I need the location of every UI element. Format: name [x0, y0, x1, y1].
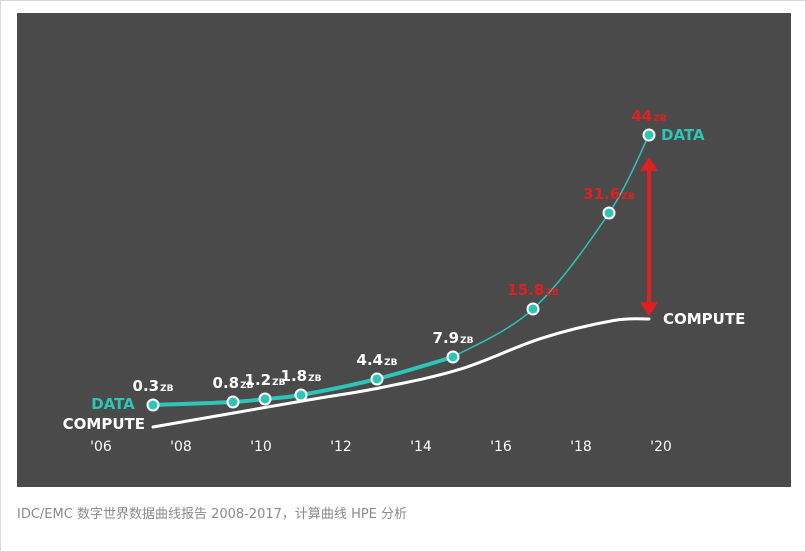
figure-caption: IDC/EMC 数字世界数据曲线报告 2008-2017，计算曲线 HPE 分析 — [17, 507, 408, 522]
data-vs-compute-chart: '06'08'10'12'14'16'18'200.3ZB 0.8ZB1.2ZB1… — [63, 107, 746, 455]
data-point — [446, 350, 460, 364]
data-point-label: 15.8ZB — [507, 281, 559, 299]
x-tick-label: '08 — [170, 439, 192, 455]
data-point — [226, 395, 240, 409]
data-point — [642, 128, 656, 142]
gap-arrow-head-top — [640, 157, 658, 172]
data-point-label: 31.6ZB — [583, 185, 635, 203]
data-series-line-thick — [151, 355, 455, 407]
data-point-label: 7.9ZB — [433, 329, 474, 347]
x-tick-label: '06 — [90, 439, 112, 455]
data-point — [370, 372, 384, 386]
x-tick-label: '14 — [410, 439, 432, 455]
data-point-label: 44ZB — [631, 107, 666, 125]
data-point-label: 1.2ZB — [245, 371, 286, 389]
compute-series-start-label: COMPUTE — [63, 415, 145, 433]
x-tick-label: '20 — [650, 439, 672, 455]
data-series-line-thin — [452, 134, 650, 358]
data-point-label: 0.8ZB — [213, 374, 254, 392]
data-point — [602, 206, 616, 220]
x-tick-label: '10 — [250, 439, 272, 455]
compute-series-line — [151, 317, 651, 429]
data-point — [294, 388, 308, 402]
data-point-label: 0.3ZB — [133, 377, 174, 395]
x-tick-label: '16 — [490, 439, 512, 455]
data-point-label: 1.8ZB — [281, 367, 322, 385]
x-tick-label: '18 — [570, 439, 592, 455]
compute-series-end-label: COMPUTE — [663, 310, 745, 328]
data-series-end-label: DATA — [661, 126, 705, 144]
data-series-start-label: DATA — [91, 395, 135, 413]
x-tick-label: '12 — [330, 439, 352, 455]
gap-arrow-head-bottom — [640, 302, 658, 317]
data-point — [146, 398, 160, 412]
data-point-label: 4.4ZB — [357, 351, 398, 369]
data-point — [258, 392, 272, 406]
data-point — [526, 302, 540, 316]
chart-panel: '06'08'10'12'14'16'18'20 0.3ZB 0.8ZB 1.2ZB 1… — [17, 13, 791, 487]
